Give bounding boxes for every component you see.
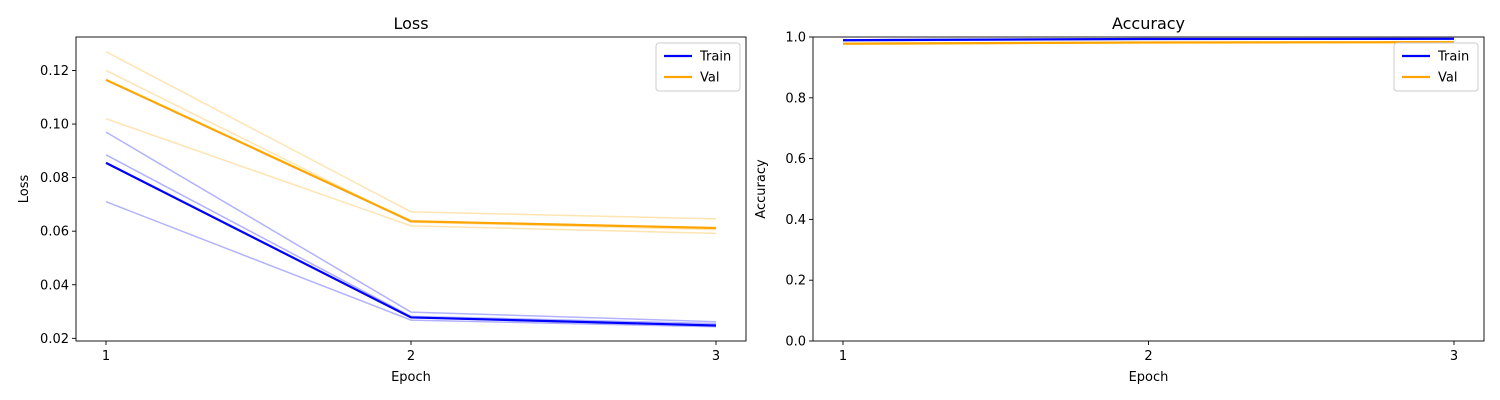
- y-tick-label: 0.10: [40, 118, 69, 133]
- y-tick-label: 0.6: [785, 152, 806, 167]
- series-line-val: [842, 41, 1455, 45]
- y-tick-label: 0.12: [40, 64, 69, 79]
- x-tick-label: 2: [1144, 349, 1152, 364]
- y-tick-label: 0.0: [785, 335, 806, 350]
- legend: Train Val: [655, 42, 741, 92]
- legend: Train Val: [1393, 42, 1479, 92]
- chart-panel-1: 1 2 3 0.02 0.04 0.06 0.08 0.10 0.12 Loss Epoch Loss…: [17, 14, 747, 385]
- y-tick-label: 0.06: [40, 225, 69, 240]
- series-line-val: [105, 78, 717, 230]
- faint-line-5: [105, 69, 717, 231]
- y-tick-label: 0.8: [785, 91, 806, 106]
- x-axis-label: Epoch: [1129, 370, 1169, 385]
- faint-line-2: [105, 154, 717, 325]
- axes-frame: [812, 36, 1485, 342]
- x-tick-label: 1: [839, 349, 847, 364]
- x-tick-label: 3: [712, 349, 720, 364]
- x-tick-label: 3: [1450, 349, 1458, 364]
- series-line-train: [842, 37, 1455, 42]
- chart-title: Loss: [393, 14, 428, 33]
- chart-panel-2: 1 2 3 0.0 0.2 0.4 0.6 0.8 1.0 Accuracy Epoch Accura…: [754, 14, 1485, 385]
- y-tick-label: 1.0: [785, 31, 806, 46]
- x-tick-label: 2: [407, 349, 415, 364]
- legend-label-train: Train: [699, 50, 731, 65]
- y-tick-label: 0.02: [40, 332, 69, 347]
- faint-line-3: [105, 201, 717, 328]
- y-tick-label: 0.2: [785, 274, 806, 289]
- x-tick-label: 1: [102, 349, 110, 364]
- faint-line-6: [105, 117, 717, 235]
- y-tick-label: 0.08: [40, 171, 69, 186]
- axes-frame: [75, 36, 747, 342]
- x-axis-label: Epoch: [391, 370, 431, 385]
- y-axis-label: Accuracy: [754, 159, 769, 219]
- y-axis-label: Loss: [17, 175, 32, 204]
- plot-lines: [105, 51, 717, 328]
- faint-line-1: [105, 131, 717, 323]
- legend-label-val: Val: [1438, 71, 1457, 86]
- chart-title: Accuracy: [1112, 14, 1185, 33]
- faint-line-4: [105, 51, 717, 220]
- legend-label-train: Train: [1437, 50, 1469, 65]
- plot-lines: [842, 37, 1455, 46]
- series-line-train: [105, 161, 717, 327]
- legend-label-val: Val: [700, 71, 719, 86]
- y-tick-label: 0.04: [40, 278, 69, 293]
- y-tick-label: 0.4: [785, 213, 806, 228]
